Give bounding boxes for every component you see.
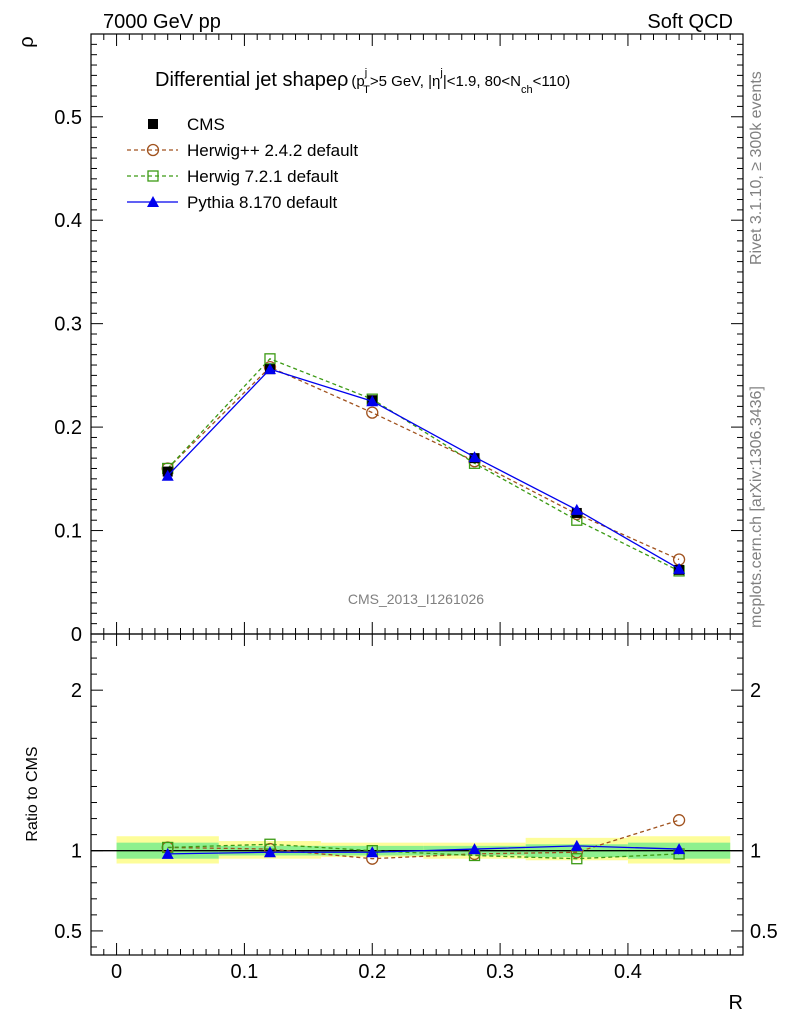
legend-label-herwigpp: Herwig++ 2.4.2 default <box>187 141 358 160</box>
rivet-version: Rivet 3.1.10, ≥ 300k events <box>748 71 765 265</box>
point-pythia-5 <box>673 562 686 574</box>
ratio-y-tick-label-right: 1 <box>750 841 761 863</box>
x-tick-label: 0 <box>111 961 122 983</box>
title-sup-j2: j <box>439 67 442 79</box>
title-sup-j1: j <box>364 67 367 79</box>
header-right: Soft QCD <box>647 11 733 33</box>
title-cut1: >5 GeV, |η <box>370 73 440 90</box>
y-tick-label: 0.5 <box>54 107 82 129</box>
axis-ticks <box>90 33 744 955</box>
main-series <box>161 353 686 577</box>
title-prefix: Differential jet shape <box>155 69 337 91</box>
ratio-y-tick-label: 2 <box>71 680 82 702</box>
point-pythia-0 <box>161 847 174 859</box>
x-tick-label: 0.1 <box>231 961 259 983</box>
point-pythia-0 <box>161 469 174 481</box>
y-tick-label: 0.1 <box>54 521 82 543</box>
series-line-pythia <box>167 368 680 570</box>
legend-marker-cms <box>148 119 158 129</box>
title-rho: ρ <box>337 69 348 91</box>
title-sub-t: T <box>363 84 370 96</box>
legend-marker-herwigpp <box>146 143 160 157</box>
chart-title: Differential jet shapeρ (pj T>5 GeV, |ηj|<… <box>155 67 570 96</box>
title-open: (p <box>351 73 364 90</box>
ratio-y-axis-label: Ratio to CMS <box>24 746 41 841</box>
analysis-id: CMS_2013_I1261026 <box>348 591 484 607</box>
x-tick-label: 0.2 <box>358 961 386 983</box>
ratio-y-tick-label: 1 <box>71 841 82 863</box>
legend-marker-herwig7 <box>147 170 159 182</box>
legend-label-cms: CMS <box>187 115 225 134</box>
series-line-herwig7 <box>167 843 680 860</box>
point-pythia-4 <box>570 839 583 851</box>
ratio-panel-frame <box>90 633 744 956</box>
ratio-y-tick-label-right: 2 <box>750 680 761 702</box>
y-tick-label: 0.4 <box>54 210 82 232</box>
axis-tick-labels: 0 0.1 0.2 0.3 0.4 0.5 0.5 0.5 1 1 2 2 0 0.1 0.2 0.3 0.4 <box>54 107 778 983</box>
y-tick-label: 0.3 <box>54 314 82 336</box>
y-tick-label: 0.2 <box>54 417 82 439</box>
series-line-herwigpp <box>167 366 680 561</box>
title-cut2: |<1.9, 80<N <box>443 73 521 90</box>
legend-label-pythia: Pythia 8.170 default <box>187 193 338 212</box>
point-pythia-3 <box>468 843 481 855</box>
header-left: 7000 GeV pp <box>103 11 221 33</box>
series-line-pythia <box>167 845 680 855</box>
point-pythia-3 <box>468 451 481 463</box>
ratio-y-tick-label-right: 0.5 <box>750 921 778 943</box>
ratio-y-tick-label: 0.5 <box>54 921 82 943</box>
y-tick-label: 0 <box>71 624 82 646</box>
legend-label-herwig7: Herwig 7.2.1 default <box>187 167 338 186</box>
title-cut3: <110) <box>533 73 571 90</box>
point-pythia-4 <box>570 503 583 515</box>
point-herwig7-4 <box>571 853 583 865</box>
point-pythia-1 <box>263 363 276 375</box>
mcplots-reference: mcplots.cern.ch [arXiv:1306.3436] <box>748 386 765 628</box>
point-pythia-5 <box>673 843 686 855</box>
legend-marker-pythia <box>147 196 159 207</box>
point-herwigpp-2 <box>366 406 379 419</box>
x-tick-label: 0.4 <box>614 961 642 983</box>
y-axis-label: ρ <box>16 36 38 47</box>
legend: CMS Herwig++ 2.4.2 default Herwig 7.2.1 de… <box>127 115 358 212</box>
point-pythia-1 <box>263 846 276 858</box>
ratio-series <box>161 814 686 865</box>
x-tick-label: 0.3 <box>486 961 514 983</box>
ratio-uncertainty-bands <box>91 836 743 864</box>
point-pythia-2 <box>366 846 379 858</box>
point-herwigpp-5 <box>672 814 686 827</box>
title-sub-ch: ch <box>521 84 533 96</box>
series-line-herwig7 <box>167 358 680 572</box>
x-axis-label: R <box>729 992 743 1014</box>
point-pythia-2 <box>366 395 379 407</box>
